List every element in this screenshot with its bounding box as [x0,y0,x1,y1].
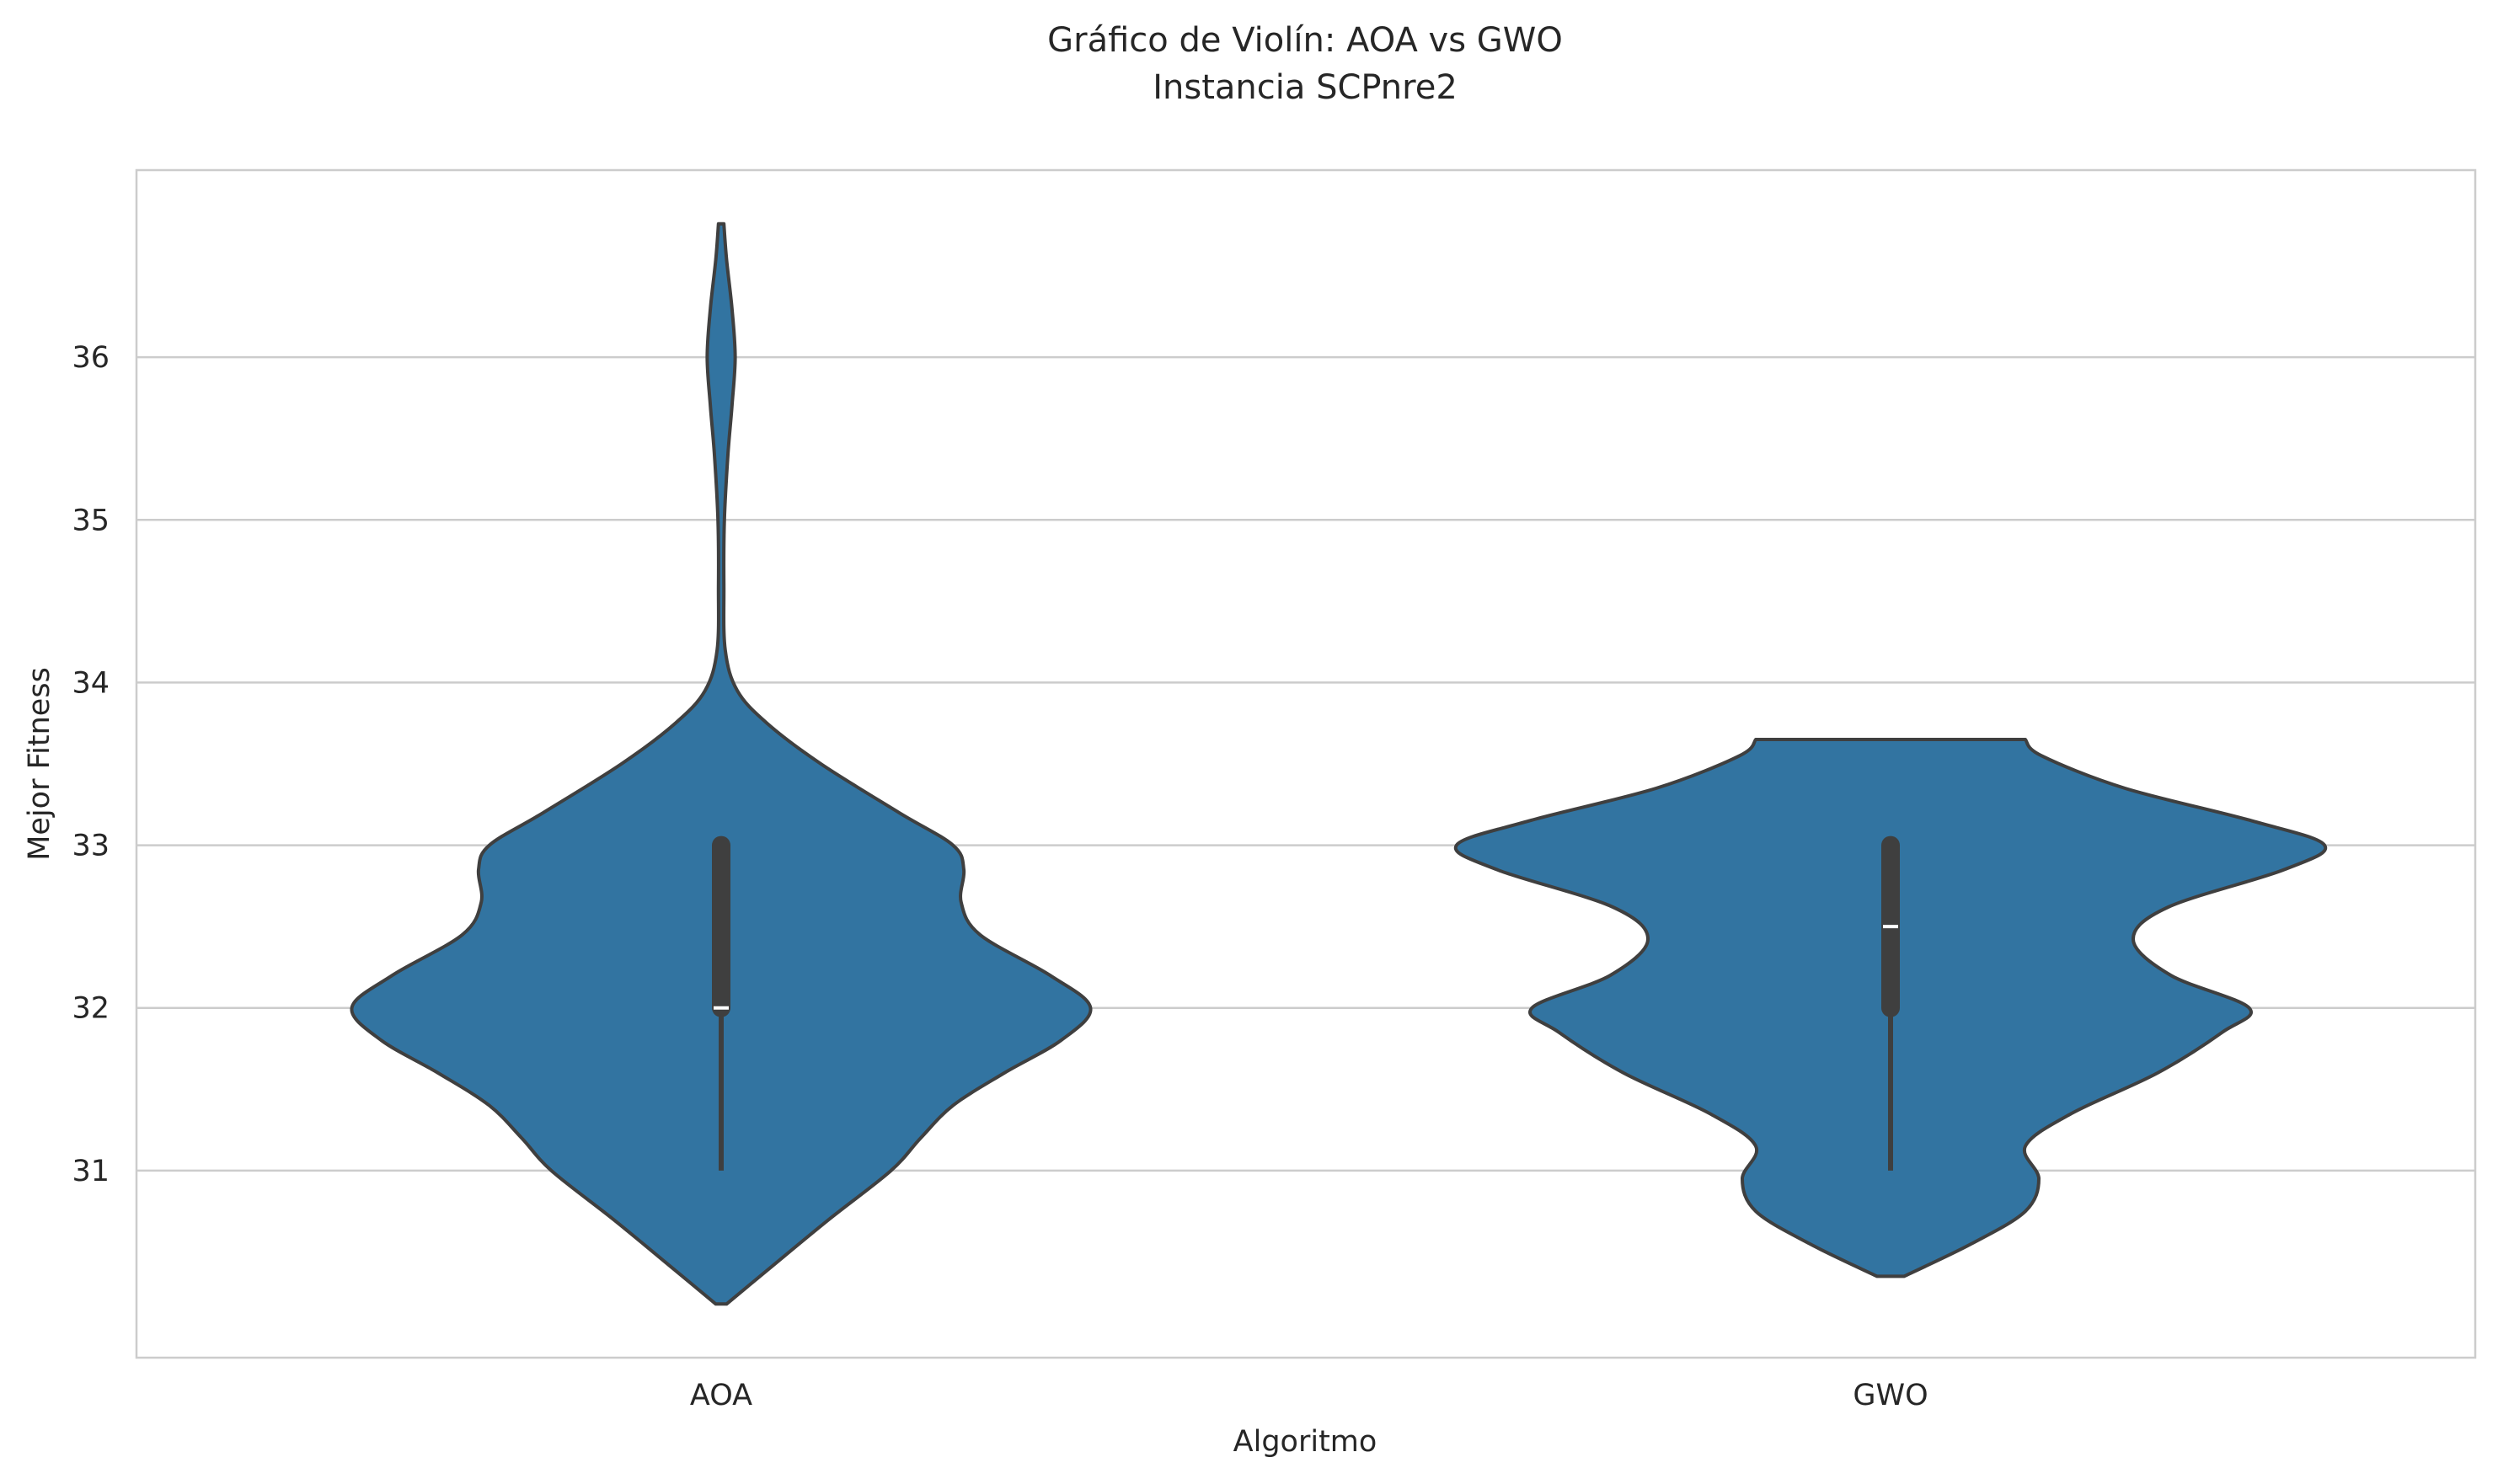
chart-subtitle: Instancia SCPnre2 [1153,68,1458,107]
x-tick-labels: AOA GWO [690,1379,1928,1412]
y-tick-label: 35 [72,504,110,537]
y-tick-label: 34 [72,666,110,700]
x-tick-label: GWO [1853,1379,1928,1412]
y-tick-label: 31 [72,1155,110,1188]
y-tick-labels: 31 32 33 34 35 36 [72,341,110,1188]
violin-body-aoa [350,222,1093,1306]
y-tick-label: 33 [72,830,110,863]
y-tick-label: 36 [72,341,110,375]
y-tick-label: 32 [72,992,110,1026]
x-axis-label: Algoritmo [1233,1425,1377,1459]
violins [350,222,2328,1306]
y-axis-label: Mejor Fitness [23,667,56,861]
chart-title: Gráfico de Violín: AOA vs GWO [1047,21,1563,60]
plot-area [135,168,2477,1359]
x-tick-label: AOA [690,1379,752,1412]
